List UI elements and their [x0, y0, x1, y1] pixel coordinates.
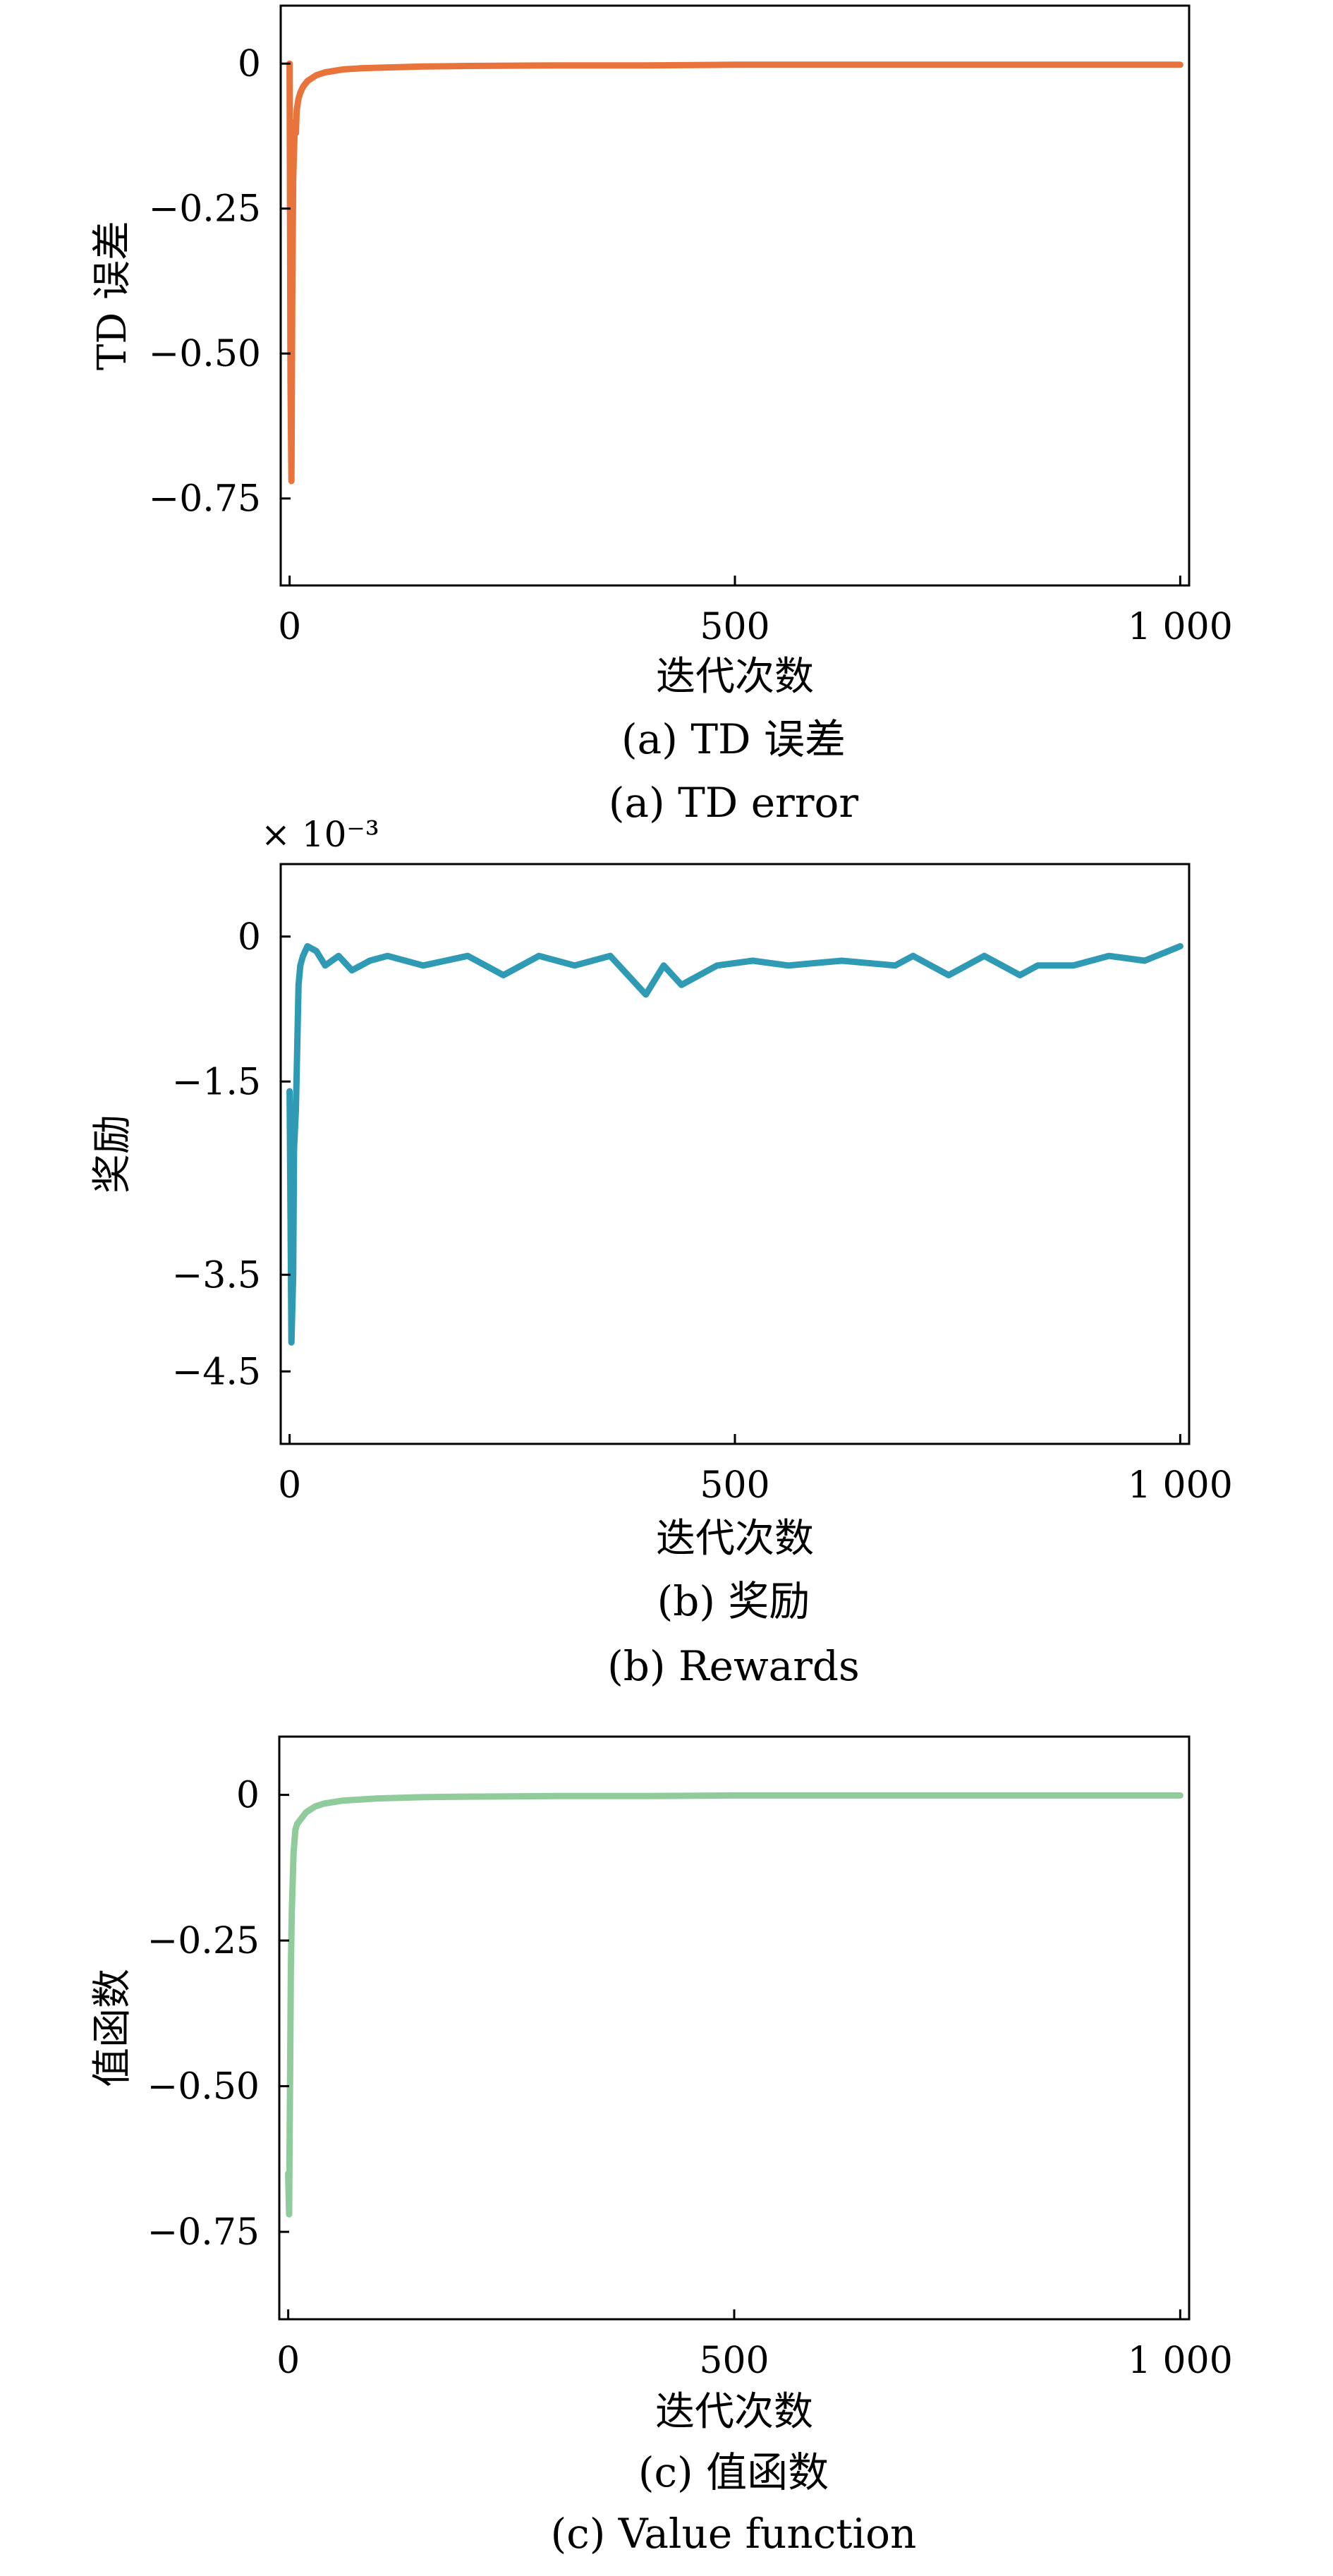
y-tick-label: −0.50: [149, 333, 261, 375]
y-tick-label: 0: [238, 43, 261, 85]
y-axis-title: TD 误差: [90, 221, 135, 370]
x-axis-title: 迭代次数: [655, 2389, 813, 2435]
y-scale-exponent: × 10⁻³: [261, 814, 379, 855]
caption-en: (b) Rewards: [607, 1642, 860, 1690]
x-tick-label: 500: [700, 1464, 769, 1507]
series-line-td-0: [286, 60, 1183, 485]
x-tick-label: 0: [278, 606, 301, 648]
y-tick-label: −3.5: [172, 1254, 261, 1296]
y-tick-label: −0.50: [147, 2066, 260, 2108]
x-tick-label: 0: [276, 2340, 300, 2382]
y-axis-title: 奖励: [90, 1114, 135, 1193]
y-tick-label: 0: [236, 1775, 260, 1817]
series-line-reward-0: [286, 943, 1183, 1346]
x-tick-label: 0: [278, 1464, 301, 1507]
y-tick-label: −0.75: [149, 478, 261, 521]
y-tick-label: −0.75: [147, 2211, 260, 2254]
y-tick-label: −0.25: [147, 1920, 260, 1962]
y-tick-label: −1.5: [172, 1061, 261, 1103]
y-tick-label: 0: [238, 916, 261, 959]
caption-en: (a) TD error: [609, 779, 859, 827]
caption-en: (c) Value function: [551, 2510, 917, 2558]
x-tick-label: 1 000: [1128, 606, 1233, 648]
caption-zh: (a) TD 误差: [621, 715, 846, 763]
plot-frame: [279, 4, 1191, 587]
plot-frame: [278, 1735, 1191, 2321]
x-tick-label: 1 000: [1128, 1464, 1233, 1507]
caption-zh: (c) 值函数: [638, 2448, 829, 2496]
y-tick-label: −0.25: [149, 188, 261, 231]
plot-frame: [279, 863, 1191, 1445]
x-tick-label: 500: [700, 606, 769, 648]
x-axis-title: 迭代次数: [656, 1516, 814, 1562]
y-tick-label: −4.5: [172, 1351, 261, 1393]
caption-zh: (b) 奖励: [657, 1577, 810, 1625]
x-axis-title: 迭代次数: [656, 654, 814, 700]
series-line-value-0: [285, 1792, 1183, 2218]
x-tick-label: 500: [699, 2340, 769, 2382]
y-axis-title: 值函数: [90, 1969, 135, 2087]
x-tick-label: 1 000: [1128, 2340, 1233, 2382]
